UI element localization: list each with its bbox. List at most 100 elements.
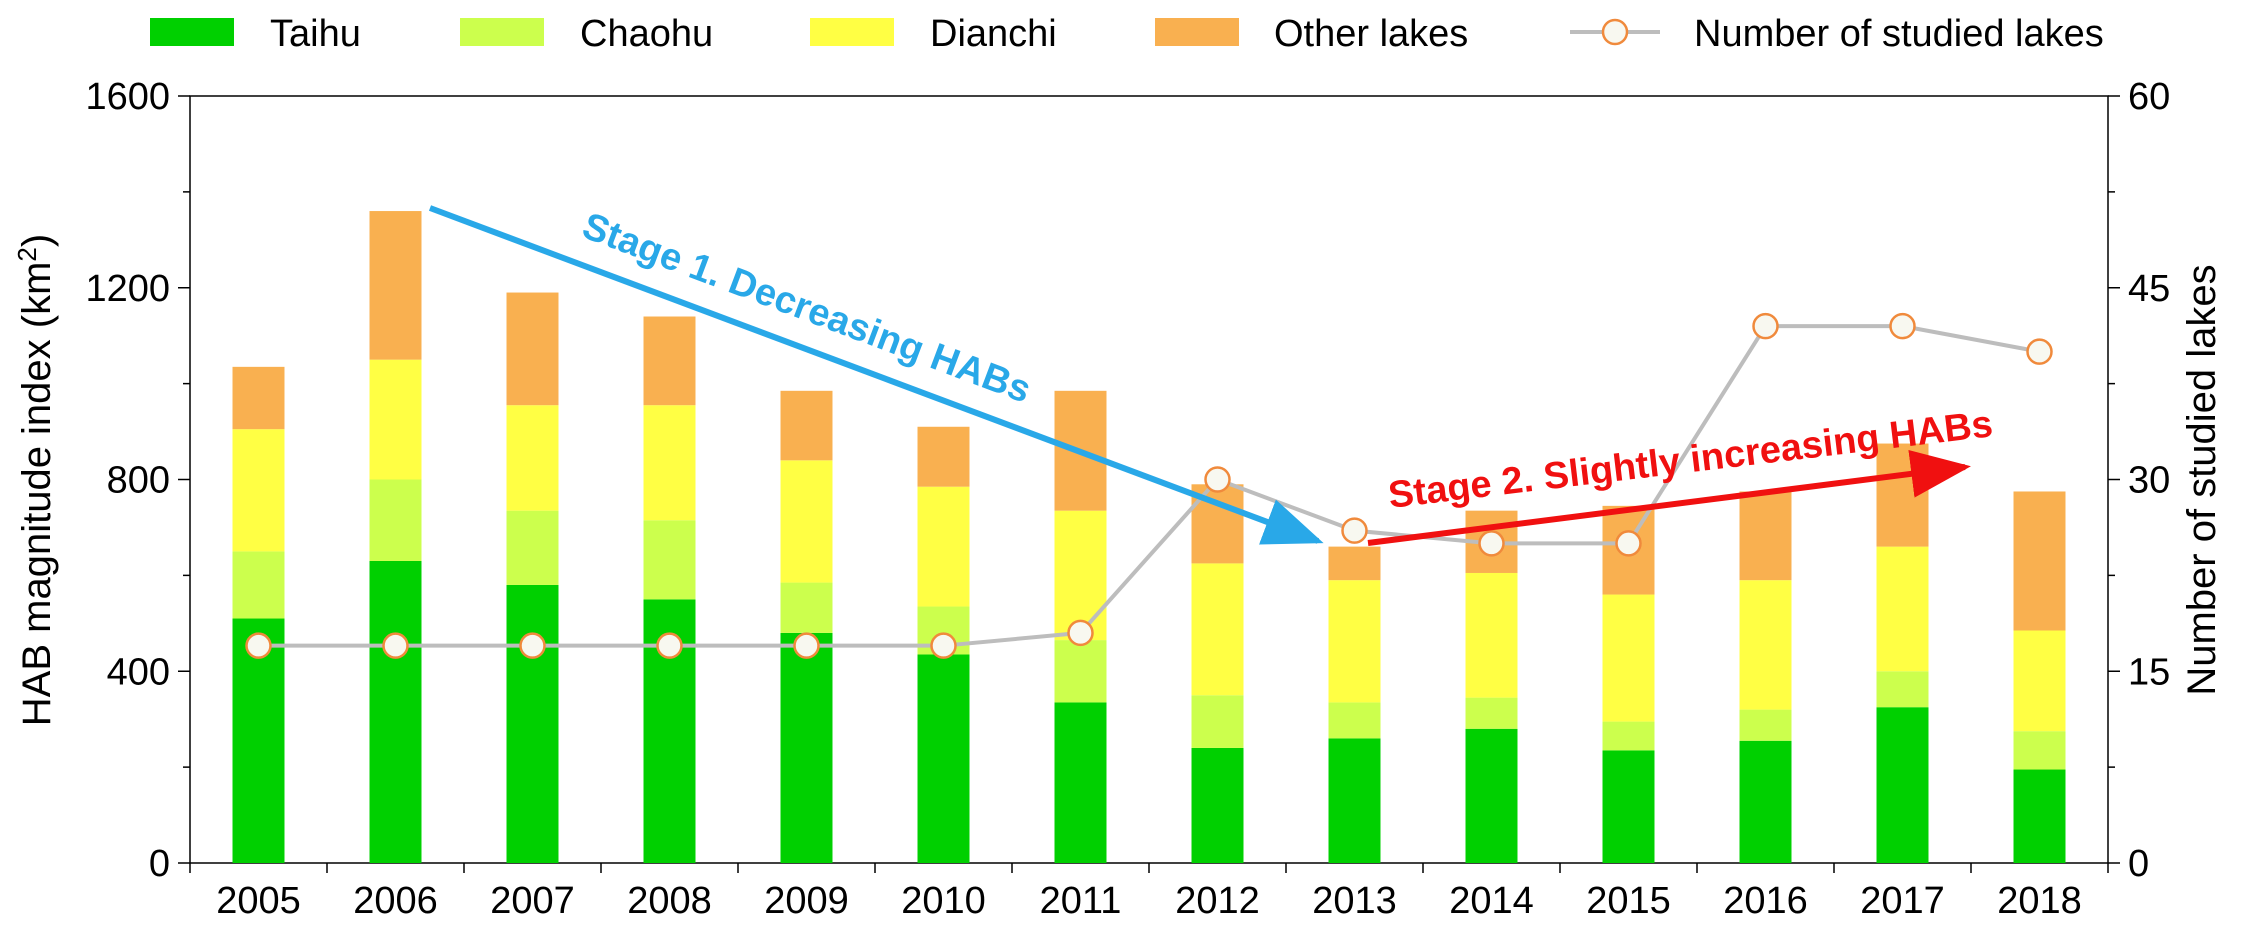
legend-marker-studied-lakes <box>1601 18 1629 46</box>
bar-dianchi-2005 <box>232 429 285 552</box>
y2-axis-label: Number of studied lakes <box>2180 264 2224 695</box>
y2-tick-label: 0 <box>2128 843 2149 885</box>
legend-swatch-dianchi <box>810 18 894 46</box>
studied-lakes-point-2011 <box>1067 619 1094 647</box>
x-tick-label: 2006 <box>353 880 438 922</box>
bar-dianchi-2009 <box>780 460 833 583</box>
y-tick-label: 1200 <box>85 268 170 310</box>
bar-chaohu-2007 <box>506 510 559 585</box>
x-tick-label: 2008 <box>627 880 712 922</box>
studied-lakes-point-2007 <box>519 632 546 659</box>
bar-chaohu-2013 <box>1328 702 1381 739</box>
x-tick-label: 2013 <box>1312 880 1397 922</box>
bar-dianchi-2008 <box>643 405 696 521</box>
bar-chaohu-2015 <box>1602 721 1655 751</box>
bar-dianchi-2017 <box>1876 546 1929 672</box>
bar-other-lakes-2013 <box>1328 546 1381 581</box>
bar-taihu-2006 <box>369 560 422 863</box>
bar-chaohu-2016 <box>1739 709 1792 741</box>
bar-taihu-2011 <box>1054 702 1107 863</box>
studied-lakes-point-2014 <box>1478 530 1505 557</box>
studied-lakes-point-2018 <box>2026 338 2053 365</box>
studied-lakes-point-2008 <box>656 632 683 659</box>
bar-other-lakes-2005 <box>232 366 285 430</box>
legend-swatch-other-lakes <box>1155 18 1239 46</box>
studied-lakes-line <box>258 324 2040 648</box>
bar-taihu-2012 <box>1191 747 1244 863</box>
bar-dianchi-2006 <box>369 359 422 480</box>
x-tick-label: 2007 <box>490 880 575 922</box>
bar-taihu-2005 <box>232 618 285 863</box>
y-tick-label: 400 <box>107 651 170 693</box>
bar-dianchi-2011 <box>1054 510 1107 641</box>
bar-chaohu-2008 <box>643 520 696 600</box>
y-axis-label-sup: 2 <box>12 247 42 261</box>
y-axis-label-main: HAB magnitude index (km <box>15 262 59 727</box>
studied-lakes-point-2009 <box>793 632 820 659</box>
line-group <box>245 312 2053 659</box>
x-tick-label: 2014 <box>1449 880 1534 922</box>
bar-other-lakes-2016 <box>1739 491 1792 581</box>
bar-chaohu-2006 <box>369 479 422 561</box>
bar-other-lakes-2018 <box>2013 491 2066 631</box>
studied-lakes-point-2016 <box>1752 312 1779 340</box>
bar-taihu-2017 <box>1876 707 1929 863</box>
y2-tick-label: 30 <box>2128 460 2170 502</box>
bar-dianchi-2015 <box>1602 594 1655 722</box>
y2-tick-label: 15 <box>2128 651 2170 693</box>
x-tick-label: 2012 <box>1175 880 1260 922</box>
legend: Taihu Chaohu Dianchi Other lakes Number … <box>150 13 2104 55</box>
bar-chaohu-2018 <box>2013 731 2066 770</box>
bar-dianchi-2016 <box>1739 580 1792 710</box>
legend-label-dianchi: Dianchi <box>930 13 1057 55</box>
bar-other-lakes-2017 <box>1876 443 1929 547</box>
bar-dianchi-2014 <box>1465 572 1518 698</box>
y2-tick-label: 60 <box>2128 76 2170 118</box>
bar-other-lakes-2007 <box>506 292 559 406</box>
x-tick-label: 2010 <box>901 880 986 922</box>
studied-lakes-point-2012 <box>1204 466 1231 493</box>
y-tick-label: 1600 <box>85 76 170 118</box>
bar-other-lakes-2008 <box>643 316 696 406</box>
bar-other-lakes-2010 <box>917 426 970 487</box>
legend-label-studied-lakes: Number of studied lakes <box>1694 13 2104 55</box>
x-tick-label: 2018 <box>1997 880 2082 922</box>
bar-dianchi-2010 <box>917 486 970 607</box>
bar-dianchi-2018 <box>2013 630 2066 732</box>
bar-taihu-2018 <box>2013 769 2066 863</box>
bar-chaohu-2005 <box>232 551 285 619</box>
bar-taihu-2009 <box>780 632 833 863</box>
bar-taihu-2014 <box>1465 728 1518 863</box>
bar-chaohu-2017 <box>1876 671 1929 708</box>
bar-dianchi-2007 <box>506 405 559 511</box>
axes-group: 0 400 800 1200 1600 0 15 30 45 60 2005 2006 2007 2008… <box>85 76 2170 922</box>
x-tick-label: 2005 <box>216 880 301 922</box>
bar-taihu-2013 <box>1328 738 1381 863</box>
studied-lakes-point-2015 <box>1615 530 1642 557</box>
bar-dianchi-2012 <box>1191 563 1244 696</box>
bar-chaohu-2011 <box>1054 640 1107 703</box>
y-axis-label-close: ) <box>15 234 59 247</box>
bar-other-lakes-2009 <box>780 390 833 461</box>
bar-taihu-2007 <box>506 584 559 863</box>
x-tick-label: 2015 <box>1586 880 1671 922</box>
legend-label-other-lakes: Other lakes <box>1274 13 1468 55</box>
y2-tick-label: 45 <box>2128 268 2170 310</box>
legend-swatch-taihu <box>150 18 234 46</box>
bar-chaohu-2009 <box>780 582 833 633</box>
studied-lakes-point-2010 <box>930 632 957 659</box>
bar-other-lakes-2006 <box>369 211 422 360</box>
studied-lakes-point-2005 <box>245 632 272 659</box>
y-tick-label: 800 <box>107 460 170 502</box>
studied-lakes-point-2006 <box>382 632 409 659</box>
x-tick-label: 2017 <box>1860 880 1945 922</box>
bar-taihu-2016 <box>1739 740 1792 863</box>
x-tick-label: 2016 <box>1723 880 1808 922</box>
studied-lakes-point-2017 <box>1889 312 1916 340</box>
y-tick-label: 0 <box>149 843 170 885</box>
bars-group <box>232 211 2066 863</box>
bar-taihu-2010 <box>917 654 970 863</box>
legend-label-taihu: Taihu <box>270 13 361 55</box>
stage1-arrow <box>428 205 1324 545</box>
